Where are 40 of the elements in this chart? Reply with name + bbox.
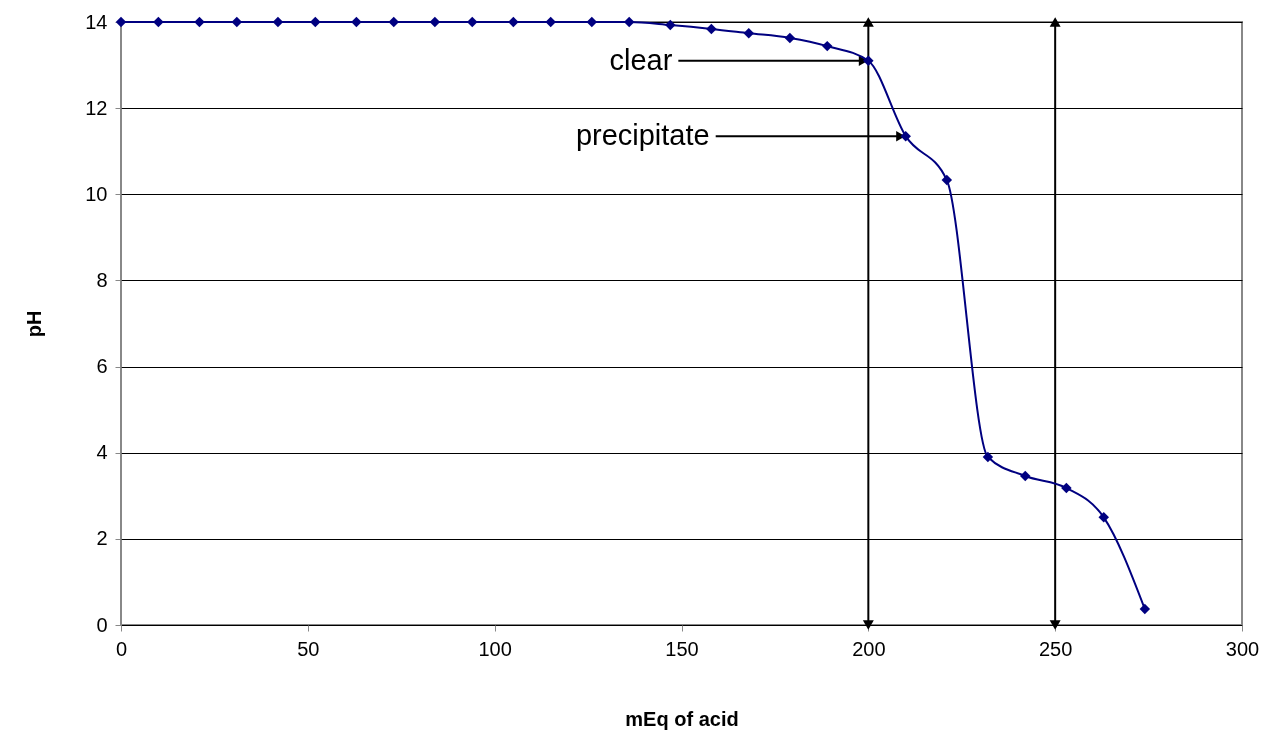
y-axis-title: pH — [23, 310, 46, 338]
y-tick-label: 4 — [96, 441, 108, 464]
y-tick-label: 12 — [85, 96, 108, 119]
point — [545, 16, 556, 28]
x-tick-label: 300 — [1225, 637, 1260, 660]
y-tick-label: 14 — [85, 10, 108, 33]
x-tick-label: 0 — [115, 637, 128, 660]
point — [982, 451, 994, 463]
x-tick-label: 50 — [297, 637, 320, 660]
y-tick-label: 0 — [96, 613, 108, 636]
annotation: clear — [609, 43, 673, 76]
point — [1098, 512, 1109, 523]
y-tick-label: 10 — [85, 182, 108, 205]
y-tick-label: 2 — [96, 527, 108, 550]
point — [310, 16, 321, 28]
y-tick-label: 6 — [96, 355, 108, 378]
y-tick-label: 8 — [96, 268, 108, 291]
point — [706, 23, 717, 35]
point — [784, 32, 796, 44]
x-tick-label: 250 — [1038, 637, 1073, 660]
x-tick-label: 150 — [665, 637, 699, 660]
point — [743, 27, 754, 39]
point — [194, 16, 205, 28]
point — [665, 19, 676, 31]
annotation: precipitate — [575, 119, 710, 152]
point — [1139, 603, 1151, 615]
point — [900, 130, 911, 142]
point — [1020, 470, 1031, 482]
x-tick-label: 200 — [852, 637, 886, 660]
point — [508, 16, 519, 28]
point — [1061, 482, 1072, 494]
point — [467, 16, 478, 28]
point — [115, 16, 127, 28]
point — [863, 55, 874, 67]
point — [821, 40, 833, 52]
point — [941, 174, 953, 186]
x-axis-title: mEq of acid — [625, 707, 739, 730]
point — [153, 16, 164, 28]
x-tick-label: 100 — [478, 637, 512, 660]
point — [351, 16, 362, 28]
